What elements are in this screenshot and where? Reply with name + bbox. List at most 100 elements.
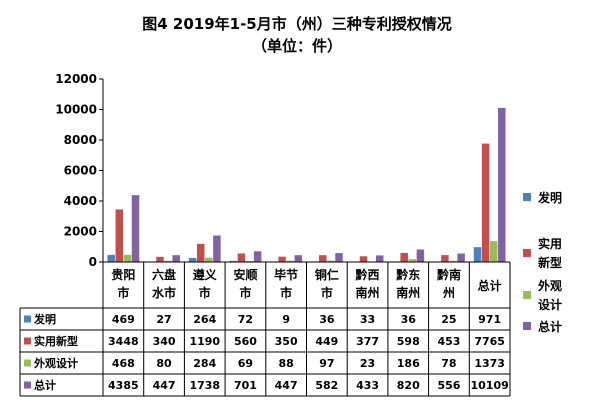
y-tick-label: 12000 <box>55 72 97 86</box>
bar-实用新型-铜仁市 <box>319 255 327 262</box>
table-series-key <box>24 315 31 323</box>
data-label: 971 <box>478 313 501 326</box>
data-label: 97 <box>319 357 334 370</box>
bar-总计-六盘水市 <box>172 255 180 262</box>
data-label: 25 <box>441 313 456 326</box>
y-tick-label: 8000 <box>64 133 97 147</box>
data-label: 556 <box>437 379 460 392</box>
bar-总计-安顺市 <box>253 251 262 262</box>
legend-label: 新型 <box>538 255 562 270</box>
data-label: 453 <box>437 335 460 348</box>
bar-总计-铜仁市 <box>335 253 343 262</box>
table-series-key <box>24 337 31 345</box>
bar-实用新型-黔南州 <box>441 255 449 262</box>
data-label: 377 <box>356 335 379 348</box>
data-label: 1190 <box>189 335 220 348</box>
category-label: 六盘 <box>152 267 176 282</box>
category-label: 黔西 <box>356 267 380 282</box>
table-series-key <box>24 381 31 389</box>
bar-实用新型-毕节市 <box>278 256 286 262</box>
data-label: 284 <box>193 357 216 370</box>
data-label: 7765 <box>474 335 505 348</box>
bar-发明-遵义市 <box>188 257 197 262</box>
data-label: 820 <box>397 379 420 392</box>
category-label: 市 <box>199 285 211 300</box>
table-series-name: 发明 <box>33 312 56 326</box>
data-label: 340 <box>153 335 176 348</box>
bar-总计-黔东南州 <box>416 249 425 262</box>
category-label: 安顺 <box>233 267 257 282</box>
y-tick-label: 0 <box>89 255 97 269</box>
bar-实用新型-黔东南州 <box>400 252 408 262</box>
data-label: 447 <box>275 379 298 392</box>
category-label: 南州 <box>356 285 380 300</box>
data-label: 4385 <box>108 379 139 392</box>
bar-外观设计-安顺市 <box>245 260 254 262</box>
bar-外观设计-贵阳市 <box>123 254 132 262</box>
y-tick-label: 6000 <box>64 164 97 178</box>
legend-key <box>523 322 531 330</box>
category-label: 黔东 <box>396 267 420 282</box>
category-label: 毕节 <box>274 267 298 282</box>
bar-外观设计-总计 <box>489 241 498 262</box>
bar-实用新型-黔西南州 <box>359 256 368 262</box>
category-label: 市 <box>117 285 129 300</box>
bar-外观设计-黔东南州 <box>408 259 417 262</box>
bar-发明-总计 <box>473 247 482 262</box>
category-label: 水市 <box>152 285 176 300</box>
data-label: 560 <box>234 335 257 348</box>
data-label: 69 <box>238 357 253 370</box>
legend-label: 外观 <box>538 278 562 293</box>
data-label: 582 <box>315 379 338 392</box>
bar-总计-贵阳市 <box>131 195 140 262</box>
chart-title: 图4 2019年1-5月市（州）三种专利授权情况 <box>142 15 452 33</box>
data-label: 80 <box>156 357 172 370</box>
data-label: 1373 <box>474 357 505 370</box>
data-label: 10109 <box>471 379 509 392</box>
data-label: 33 <box>360 313 375 326</box>
data-label: 1738 <box>189 379 220 392</box>
data-label: 78 <box>441 357 456 370</box>
table-series-key <box>24 359 31 367</box>
category-label: 贵阳 <box>111 267 135 282</box>
data-label: 433 <box>356 379 379 392</box>
bar-总计-黔西南州 <box>375 255 384 262</box>
legend-label: 发明 <box>537 190 562 205</box>
category-label: 遵义 <box>193 267 218 282</box>
bar-实用新型-总计 <box>481 143 490 262</box>
data-label: 27 <box>156 313 171 326</box>
y-tick-label: 2000 <box>64 225 97 239</box>
data-label: 186 <box>397 357 420 370</box>
y-tick-label: 10000 <box>55 103 97 117</box>
category-label: 市 <box>239 285 251 300</box>
category-label: 南州 <box>396 285 420 300</box>
y-tick-label: 4000 <box>64 194 97 208</box>
legend-label: 设计 <box>538 297 562 312</box>
category-label: 市 <box>280 285 292 300</box>
data-label: 23 <box>360 357 375 370</box>
category-label: 黔南 <box>437 267 461 282</box>
bar-总计-毕节市 <box>294 255 303 262</box>
data-label: 3448 <box>108 335 139 348</box>
category-label: 市 <box>321 285 333 300</box>
bar-外观设计-铜仁市 <box>327 260 335 262</box>
bar-实用新型-贵阳市 <box>115 209 124 262</box>
data-label: 598 <box>397 335 420 348</box>
data-label: 350 <box>275 335 298 348</box>
data-label: 88 <box>278 357 293 370</box>
table-series-name: 外观设计 <box>33 356 78 370</box>
table-series-name: 实用新型 <box>34 334 78 348</box>
bar-实用新型-遵义市 <box>196 243 205 262</box>
bar-实用新型-安顺市 <box>237 253 246 262</box>
data-label: 72 <box>238 313 253 326</box>
bar-总计-黔南州 <box>457 253 465 262</box>
legend-key <box>523 291 531 299</box>
category-label: 总计 <box>478 278 502 293</box>
data-label: 701 <box>234 379 257 392</box>
legend-key <box>523 249 531 257</box>
data-label: 469 <box>112 313 135 326</box>
data-label: 36 <box>319 313 335 326</box>
data-label: 447 <box>153 379 176 392</box>
